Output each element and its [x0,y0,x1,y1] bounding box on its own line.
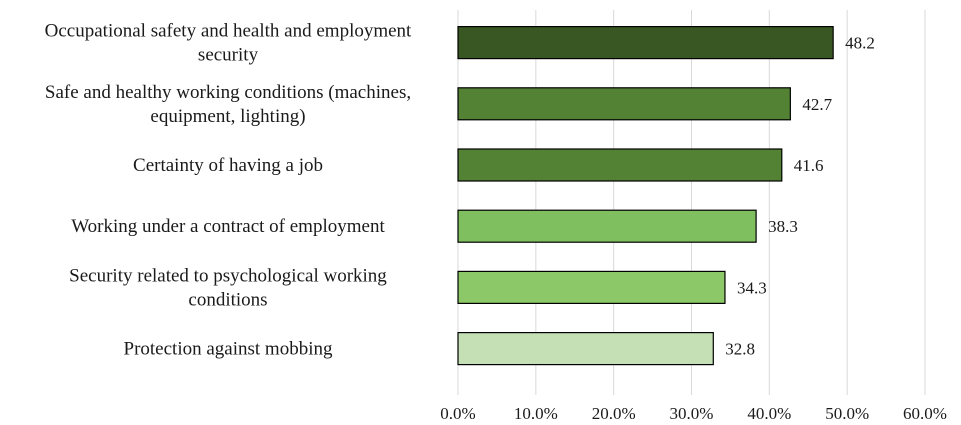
data-label: 34.3 [737,278,767,297]
data-label: 48.2 [845,34,875,53]
x-axis-tick-labels: 0.0% 10.0% 20.0% 30.0% 40.0% 50.0% 60.0% [440,404,947,423]
bar [457,87,791,121]
category-labels: Occupational safety and health and emplo… [45,21,412,360]
category-label: Certainty of having a job [133,155,323,176]
x-tick-label: 10.0% [514,404,558,423]
bar [457,332,714,366]
data-label: 41.6 [794,156,824,175]
x-tick-label: 40.0% [747,404,791,423]
x-tick-label: 60.0% [903,404,947,423]
gridlines [457,10,926,395]
bar [457,26,834,60]
x-tick-label: 20.0% [592,404,636,423]
bar [457,209,757,243]
data-label: 42.7 [802,95,832,114]
category-label: conditions [188,289,267,310]
category-label: Occupational safety and health and emplo… [45,21,412,42]
data-label: 32.8 [725,340,755,359]
x-tick-label: 50.0% [825,404,869,423]
value-labels: 48.2 42.7 41.6 38.3 34.3 32.8 [725,34,875,359]
category-label: Working under a contract of employment [71,216,385,237]
x-tick-label: 0.0% [440,404,475,423]
category-label: security [198,45,259,66]
category-label: Security related to psychological workin… [69,265,387,286]
category-label: Protection against mobbing [124,339,333,360]
bars [457,26,834,366]
category-label: Safe and healthy working conditions (mac… [45,82,411,103]
bar [457,270,726,304]
category-label: equipment, lighting) [150,106,305,127]
data-label: 38.3 [768,217,798,236]
bar [457,148,783,182]
x-tick-label: 30.0% [670,404,714,423]
